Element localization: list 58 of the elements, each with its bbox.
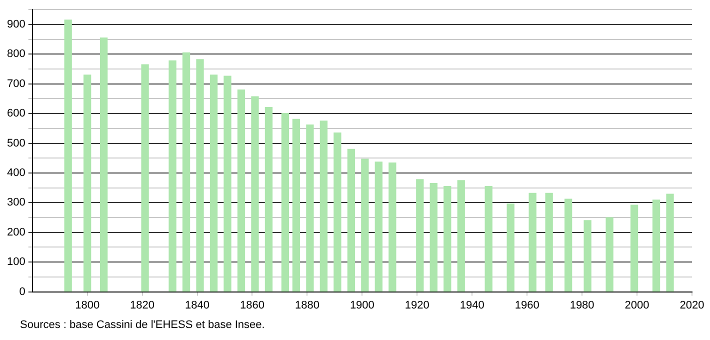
bar bbox=[584, 220, 592, 292]
bar bbox=[196, 59, 204, 292]
x-tick-label: 2020 bbox=[680, 299, 704, 312]
bar bbox=[506, 204, 514, 292]
bar bbox=[528, 192, 536, 292]
x-tick-label: 1840 bbox=[185, 299, 210, 312]
bar bbox=[320, 120, 328, 292]
x-tick-label: 1880 bbox=[294, 299, 320, 312]
y-tick-label: 900 bbox=[6, 18, 26, 30]
bar bbox=[100, 37, 108, 292]
bar bbox=[334, 132, 342, 292]
x-tick-label: 1900 bbox=[350, 299, 374, 312]
x-tick-label: 1960 bbox=[514, 299, 540, 312]
y-tick-label: 800 bbox=[6, 48, 26, 60]
y-tick-label: 0 bbox=[19, 286, 26, 298]
bar bbox=[182, 52, 190, 292]
bar bbox=[361, 158, 369, 292]
bar bbox=[484, 186, 492, 292]
bar bbox=[292, 118, 300, 292]
bar bbox=[430, 183, 438, 292]
bar bbox=[264, 107, 273, 292]
bar bbox=[281, 112, 290, 292]
y-tick-label: 100 bbox=[6, 256, 26, 268]
bar bbox=[564, 198, 572, 292]
bar bbox=[606, 217, 614, 292]
bar bbox=[630, 204, 638, 292]
bar bbox=[545, 192, 553, 292]
bar bbox=[652, 200, 660, 292]
bar bbox=[306, 124, 314, 292]
y-tick-label: 500 bbox=[6, 137, 26, 150]
y-tick-label: 400 bbox=[6, 167, 26, 180]
bar bbox=[347, 148, 356, 292]
bar bbox=[416, 179, 424, 292]
x-tick-label: 1820 bbox=[130, 299, 155, 312]
y-tick-label: 600 bbox=[6, 108, 26, 120]
source-note: Sources : base Cassini de l'EHESS et base Insee. bbox=[20, 319, 265, 331]
bar bbox=[388, 162, 396, 292]
bar bbox=[374, 162, 382, 292]
bar bbox=[141, 64, 149, 292]
bar bbox=[83, 74, 92, 292]
bar bbox=[224, 76, 232, 292]
bar bbox=[210, 74, 218, 292]
x-tick-label: 1800 bbox=[75, 299, 100, 312]
bar bbox=[237, 89, 246, 292]
bar bbox=[666, 194, 674, 292]
y-tick-label: 300 bbox=[6, 196, 26, 209]
bar bbox=[457, 180, 465, 292]
bar bbox=[444, 186, 452, 292]
y-tick-label: 700 bbox=[6, 78, 26, 90]
x-tick-label: 1980 bbox=[570, 299, 594, 312]
bar bbox=[168, 60, 176, 292]
y-tick-label: 200 bbox=[6, 226, 26, 238]
bar bbox=[64, 20, 72, 292]
bar bbox=[251, 96, 259, 292]
x-tick-label: 2000 bbox=[624, 299, 650, 312]
x-tick-label: 1920 bbox=[404, 299, 430, 312]
x-tick-label: 1860 bbox=[240, 299, 264, 312]
x-tick-label: 1940 bbox=[460, 299, 484, 312]
